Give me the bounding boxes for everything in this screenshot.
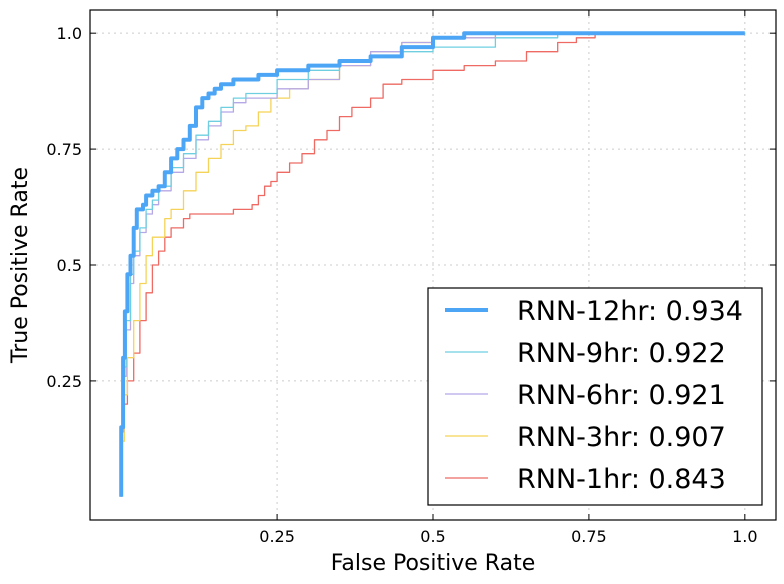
y-tick-label: 1.0 — [57, 24, 82, 43]
y-tick-label: 0.25 — [46, 372, 82, 391]
x-tick-label: 1.0 — [732, 527, 757, 546]
legend-label: RNN-6hr: 0.921 — [517, 380, 726, 411]
x-axis-label: False Positive Rate — [331, 551, 535, 576]
y-tick-label: 0.5 — [57, 256, 82, 275]
series-line-0 — [119, 31, 745, 497]
x-tick-label: 0.25 — [259, 527, 295, 546]
x-tick-label: 0.5 — [420, 527, 445, 546]
y-tick-label: 0.75 — [46, 140, 82, 159]
legend-label: RNN-12hr: 0.934 — [517, 296, 743, 327]
axis-ticks: 0.25 0.5 0.75 1.0 0.25 0.5 0.75 1.0 — [46, 10, 776, 546]
legend-frame — [427, 287, 763, 506]
x-tick-label: 0.75 — [571, 527, 607, 546]
legend: RNN-12hr: 0.934 RNN-9hr: 0.922 RNN-6hr: 0.… — [427, 287, 763, 506]
legend-label: RNN-1hr: 0.843 — [517, 464, 726, 495]
legend-label: RNN-9hr: 0.922 — [517, 338, 726, 369]
legend-label: RNN-3hr: 0.907 — [517, 422, 726, 453]
series-line-4 — [120, 32, 745, 497]
y-axis-label: True Positive Rate — [8, 167, 33, 364]
series-lines — [119, 31, 745, 497]
